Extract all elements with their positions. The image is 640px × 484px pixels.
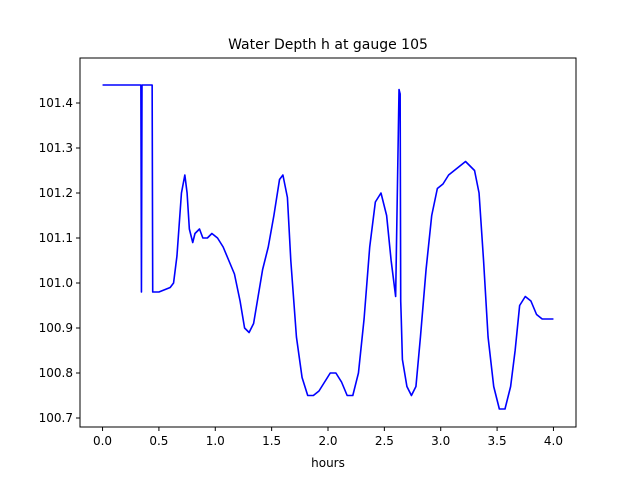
- x-tick-label: 3.5: [488, 434, 507, 448]
- x-tick-label: 4.0: [544, 434, 563, 448]
- x-tick-label: 0.0: [93, 434, 112, 448]
- y-ticks: 100.7 100.8 100.9 101.0 101.1 101.2 101.3 101.4: [39, 96, 80, 425]
- chart-title: Water Depth h at gauge 105: [228, 37, 428, 53]
- x-ticks: 0.0 0.5 1.0 1.5 2.0 2.5 3.0 3.5 4.0: [93, 427, 563, 448]
- plot-frame: [79, 57, 577, 428]
- y-tick-label: 100.7: [39, 411, 73, 425]
- y-tick-label: 100.8: [39, 366, 73, 380]
- y-tick-label: 101.1: [39, 231, 73, 245]
- x-tick-label: 2.5: [375, 434, 394, 448]
- plot-area: [80, 58, 576, 427]
- series-layer: [102, 84, 554, 410]
- x-tick-label: 1.5: [262, 434, 281, 448]
- y-tick-label: 100.9: [39, 321, 73, 335]
- x-axis-label: hours: [311, 456, 345, 470]
- y-tick-label: 101.4: [39, 96, 73, 110]
- y-tick-label: 101.0: [39, 276, 73, 290]
- x-tick-label: 3.0: [431, 434, 450, 448]
- x-tick-label: 1.0: [206, 434, 225, 448]
- series-line: [102, 84, 554, 410]
- x-tick-label: 0.5: [149, 434, 168, 448]
- x-tick-label: 2.0: [318, 434, 337, 448]
- y-tick-label: 101.2: [39, 186, 73, 200]
- y-tick-label: 101.3: [39, 141, 73, 155]
